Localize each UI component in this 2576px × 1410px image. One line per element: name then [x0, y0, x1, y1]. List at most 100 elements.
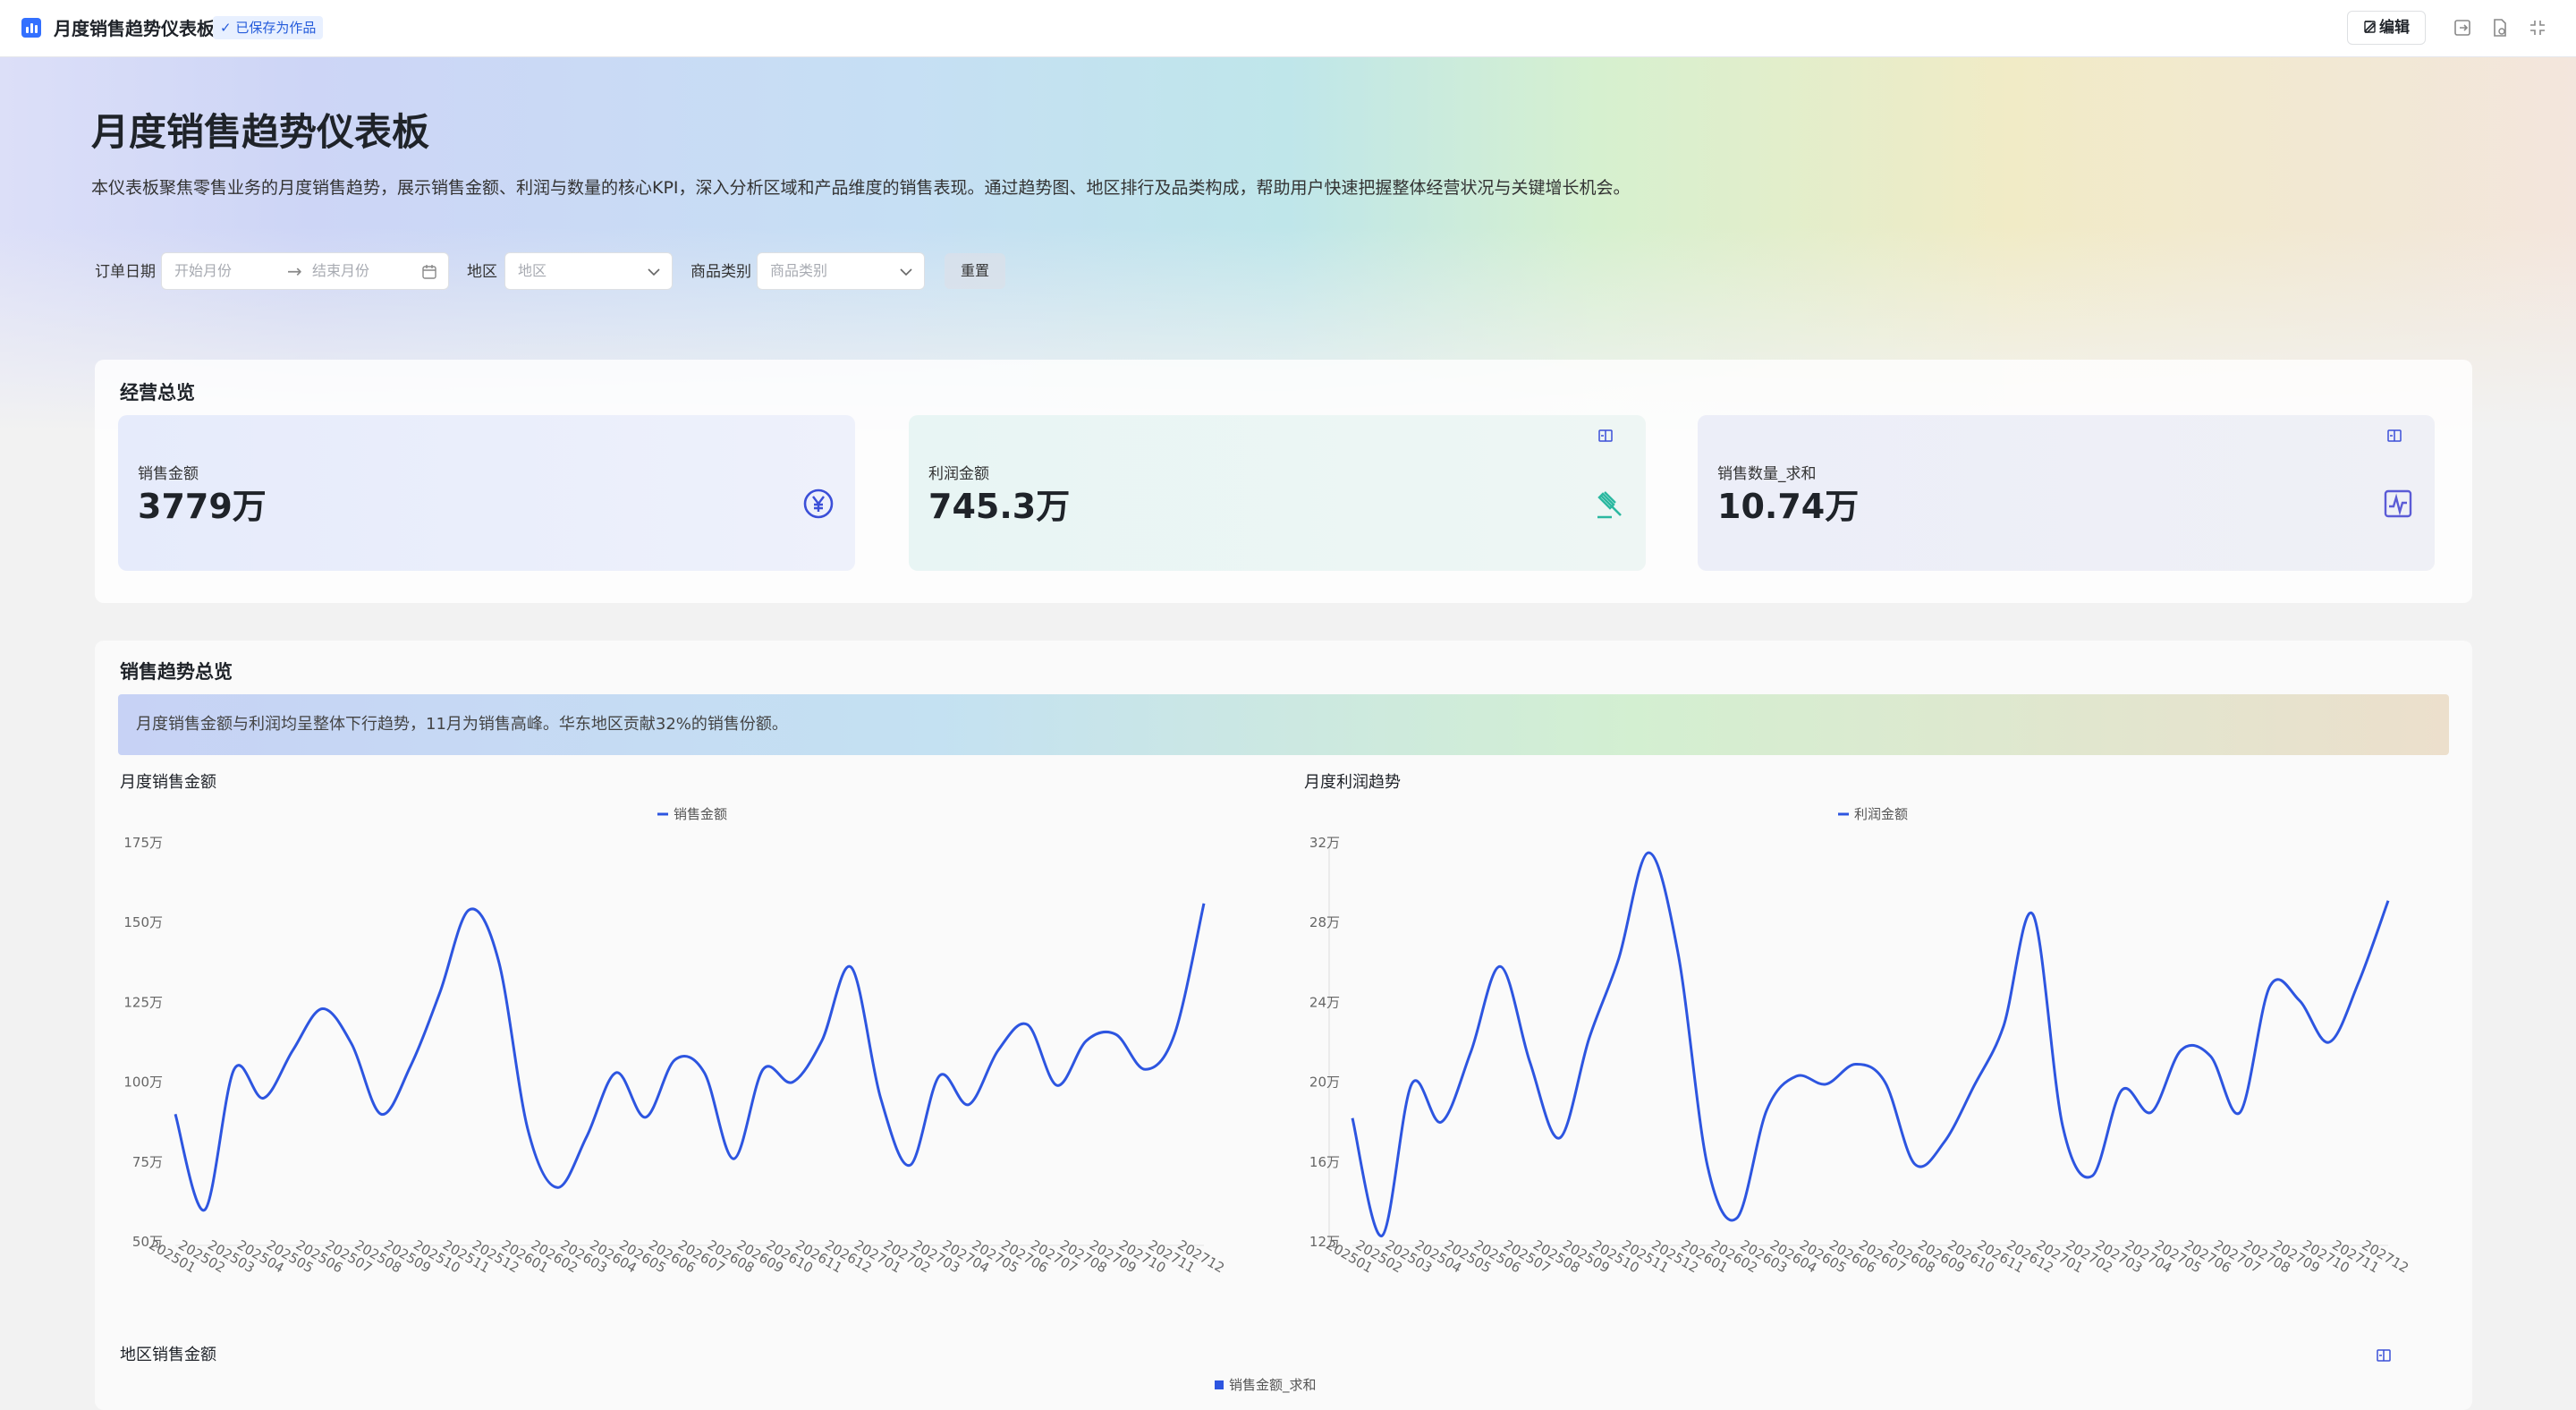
data-point[interactable] — [1675, 950, 1681, 956]
data-point[interactable] — [319, 1007, 325, 1012]
data-point[interactable] — [1528, 1059, 1533, 1065]
dashboard-app-icon — [21, 18, 41, 38]
legend[interactable]: 销售金额 — [657, 806, 727, 822]
data-point[interactable] — [849, 964, 854, 970]
data-point[interactable] — [2148, 1109, 2154, 1115]
data-point[interactable] — [2385, 898, 2391, 904]
data-point[interactable] — [1646, 850, 1651, 855]
data-point[interactable] — [202, 1207, 208, 1212]
sales-line-chart[interactable]: 销售金额50万75万100万125万150万175万20250120250220… — [107, 796, 1288, 1306]
data-point[interactable] — [1793, 1074, 1799, 1079]
expand-icon[interactable] — [2376, 1347, 2392, 1363]
data-point[interactable] — [2326, 1040, 2332, 1045]
data-point[interactable] — [1883, 1080, 1888, 1085]
data-point[interactable] — [2030, 912, 2036, 917]
data-point[interactable] — [525, 1127, 530, 1133]
data-point[interactable] — [437, 990, 443, 996]
data-point[interactable] — [2238, 1109, 2243, 1115]
data-point[interactable] — [467, 907, 472, 913]
data-point[interactable] — [1764, 1108, 1769, 1113]
data-point[interactable] — [878, 1095, 884, 1100]
data-point[interactable] — [1705, 1163, 1710, 1168]
data-point[interactable] — [1942, 1140, 1947, 1145]
edit-icon — [2364, 21, 2377, 33]
data-point[interactable] — [2267, 984, 2273, 990]
expand-icon[interactable] — [2386, 428, 2402, 444]
data-point[interactable] — [1409, 1082, 1414, 1087]
data-point[interactable] — [2060, 1124, 2065, 1129]
data-point[interactable] — [1055, 1083, 1060, 1088]
series-line[interactable] — [1351, 851, 2390, 1237]
kpi-card-sales[interactable]: 销售金额 3779万 — [118, 415, 855, 571]
data-point[interactable] — [2001, 1024, 2006, 1029]
data-point[interactable] — [1971, 1083, 1977, 1089]
data-point[interactable] — [1113, 1032, 1118, 1037]
data-point[interactable] — [261, 1095, 267, 1100]
data-point[interactable] — [1379, 1233, 1385, 1238]
region-filter-label: 地区 — [467, 263, 497, 281]
data-point[interactable] — [1084, 1038, 1089, 1043]
data-point[interactable] — [673, 1058, 678, 1063]
profit-line-chart[interactable]: 利润金额12万16万20万24万28万32万202501202502202503… — [1284, 796, 2465, 1306]
legend[interactable]: 利润金额 — [1838, 806, 1908, 822]
kpi-card-profit[interactable]: 利润金额 745.3万 — [909, 415, 1646, 571]
data-point[interactable] — [731, 1156, 736, 1161]
data-point[interactable] — [2207, 1054, 2213, 1059]
data-point[interactable] — [614, 1070, 619, 1075]
data-point[interactable] — [1468, 1049, 1473, 1055]
data-point[interactable] — [1142, 1066, 1148, 1072]
data-point[interactable] — [496, 958, 501, 964]
series-line[interactable] — [174, 903, 1206, 1211]
chart-title-region: 地区销售金额 — [120, 1346, 216, 1364]
data-point[interactable] — [408, 1064, 413, 1069]
data-point[interactable] — [1587, 1036, 1592, 1041]
exit-icon[interactable] — [2453, 18, 2472, 38]
start-month-input[interactable]: 开始月份 — [174, 262, 233, 279]
data-point[interactable] — [966, 1102, 971, 1108]
kpi-value: 745.3万 — [928, 487, 1071, 526]
category-select[interactable]: 商品类别 — [757, 252, 925, 290]
data-point[interactable] — [1823, 1082, 1828, 1087]
data-point[interactable] — [701, 1070, 707, 1075]
data-point[interactable] — [790, 1080, 795, 1085]
data-point[interactable] — [584, 1134, 589, 1139]
data-point[interactable] — [1852, 1062, 1858, 1067]
data-point[interactable] — [1438, 1119, 1444, 1125]
end-month-input[interactable]: 结束月份 — [312, 262, 370, 279]
region-select[interactable]: 地区 — [504, 252, 673, 290]
data-point[interactable] — [907, 1162, 912, 1168]
data-point[interactable] — [555, 1185, 560, 1190]
data-point[interactable] — [2356, 980, 2361, 985]
edit-button[interactable]: 编辑 — [2347, 11, 2426, 45]
data-point[interactable] — [290, 1048, 295, 1053]
data-point[interactable] — [936, 1073, 942, 1078]
data-point[interactable] — [2119, 1088, 2124, 1093]
data-point[interactable] — [760, 1066, 766, 1072]
expand-icon[interactable] — [1597, 428, 1614, 444]
data-point[interactable] — [378, 1111, 384, 1117]
data-point[interactable] — [1734, 1215, 1740, 1220]
reset-button[interactable]: 重置 — [945, 253, 1005, 289]
data-point[interactable] — [2297, 998, 2302, 1003]
data-point[interactable] — [1201, 901, 1207, 906]
data-point[interactable] — [1025, 1022, 1030, 1027]
data-point[interactable] — [1557, 1135, 1563, 1141]
date-range-picker[interactable]: 开始月份 → 结束月份 — [161, 252, 449, 290]
yuan-icon — [803, 488, 834, 519]
data-point[interactable] — [819, 1038, 825, 1043]
data-point[interactable] — [1616, 956, 1622, 961]
data-point[interactable] — [1172, 1032, 1177, 1037]
data-point[interactable] — [2089, 1173, 2095, 1178]
data-point[interactable] — [1497, 964, 1503, 969]
data-point[interactable] — [996, 1048, 1001, 1053]
data-point[interactable] — [1912, 1161, 1918, 1167]
data-point[interactable] — [2178, 1048, 2183, 1053]
data-point[interactable] — [643, 1115, 648, 1120]
export-file-icon[interactable] — [2490, 18, 2510, 38]
collapse-icon[interactable] — [2528, 18, 2547, 38]
data-point[interactable] — [349, 1041, 354, 1047]
data-point[interactable] — [232, 1066, 237, 1072]
kpi-card-quantity[interactable]: 销售数量_求和 10.74万 — [1698, 415, 2435, 571]
data-point[interactable] — [173, 1111, 178, 1117]
data-point[interactable] — [1350, 1116, 1355, 1121]
